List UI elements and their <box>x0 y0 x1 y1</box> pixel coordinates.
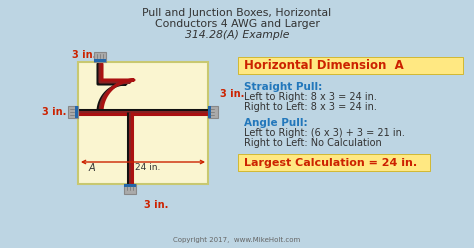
Text: 3 in.: 3 in. <box>42 107 66 117</box>
Text: 3 in.: 3 in. <box>72 50 96 60</box>
Text: Conductors 4 AWG and Larger: Conductors 4 AWG and Larger <box>155 19 319 29</box>
Bar <box>75 106 78 118</box>
Text: Left to Right: 8 x 3 = 24 in.: Left to Right: 8 x 3 = 24 in. <box>244 92 377 102</box>
Bar <box>68 106 78 118</box>
Text: Largest Calculation = 24 in.: Largest Calculation = 24 in. <box>244 157 417 167</box>
Bar <box>238 154 430 171</box>
Bar <box>238 57 463 74</box>
Text: Right to Left: No Calculation: Right to Left: No Calculation <box>244 138 382 148</box>
Text: 24 in.: 24 in. <box>135 163 161 172</box>
Bar <box>94 59 106 62</box>
Text: Straight Pull:: Straight Pull: <box>244 82 322 92</box>
Bar <box>124 184 136 194</box>
Bar <box>94 52 106 62</box>
Text: Left to Right: (6 x 3) + 3 = 21 in.: Left to Right: (6 x 3) + 3 = 21 in. <box>244 128 405 138</box>
Text: Pull and Junction Boxes, Horizontal: Pull and Junction Boxes, Horizontal <box>143 8 331 18</box>
Text: Right to Left: 8 x 3 = 24 in.: Right to Left: 8 x 3 = 24 in. <box>244 102 377 112</box>
Bar <box>208 106 211 118</box>
Bar <box>208 106 218 118</box>
Text: 314.28(A) Example: 314.28(A) Example <box>185 30 289 40</box>
Text: 3 in.: 3 in. <box>220 89 245 99</box>
Bar <box>124 184 136 187</box>
Text: 3 in.: 3 in. <box>144 200 168 210</box>
Text: A: A <box>89 163 95 173</box>
Text: Copyright 2017,  www.MikeHolt.com: Copyright 2017, www.MikeHolt.com <box>173 237 301 243</box>
Text: Angle Pull:: Angle Pull: <box>244 118 308 128</box>
Text: Horizontal Dimension  A: Horizontal Dimension A <box>244 59 404 72</box>
Bar <box>78 62 208 184</box>
